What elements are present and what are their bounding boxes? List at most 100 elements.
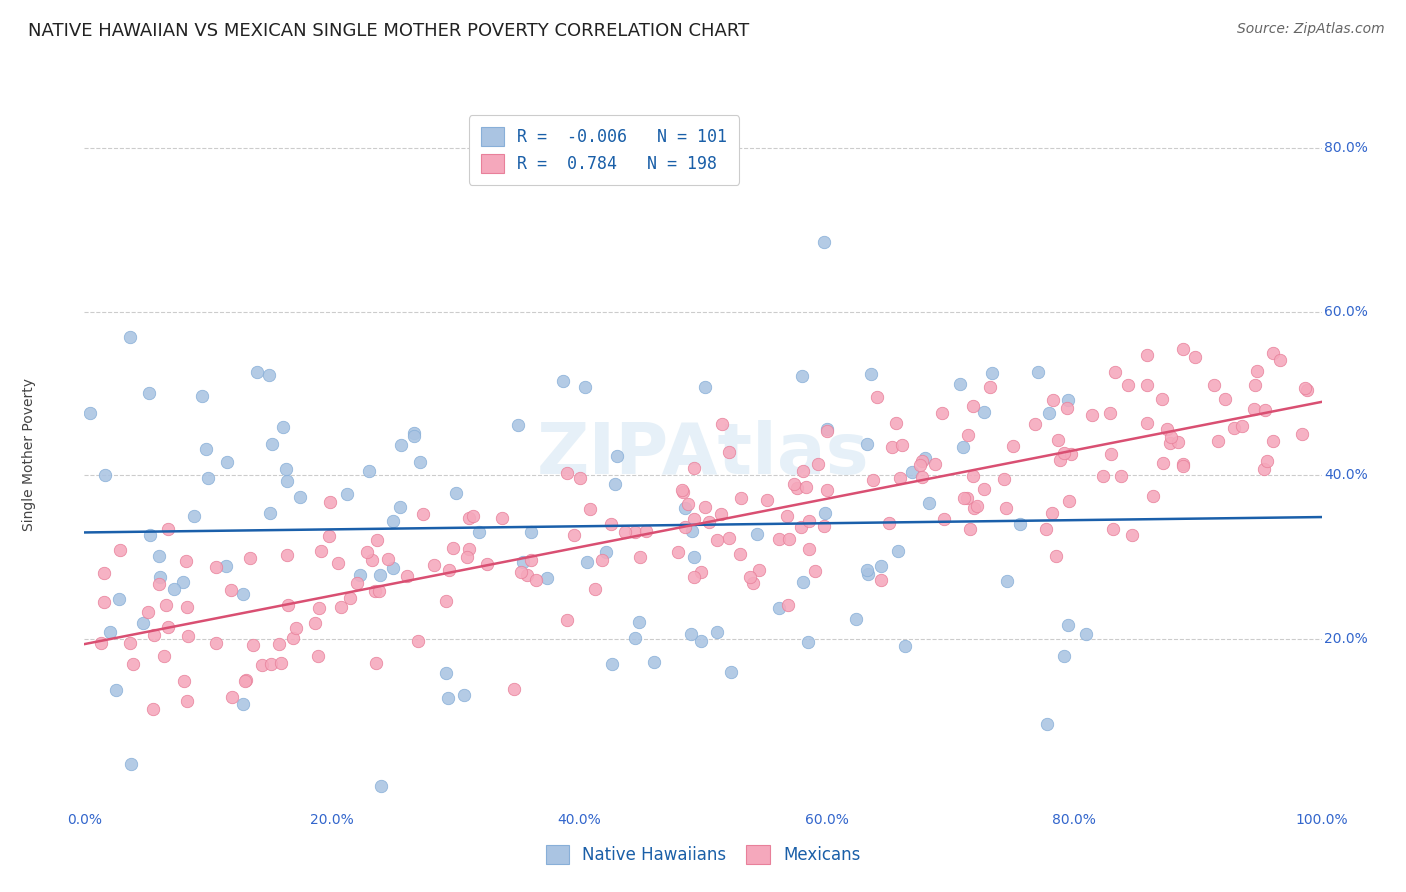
Point — [368, 584, 391, 599]
Point — [235, 673, 257, 687]
Point — [512, 555, 534, 569]
Point — [148, 549, 170, 564]
Point — [748, 563, 770, 577]
Point — [568, 471, 591, 485]
Point — [259, 506, 281, 520]
Point — [1244, 378, 1267, 392]
Point — [1152, 456, 1174, 470]
Point — [318, 529, 340, 543]
Point — [815, 483, 838, 497]
Point — [924, 458, 946, 472]
Text: 40.0%: 40.0% — [1324, 468, 1368, 483]
Point — [1040, 506, 1063, 520]
Point — [918, 496, 941, 510]
Point — [813, 518, 835, 533]
Point — [93, 595, 115, 609]
Point — [437, 563, 460, 577]
Point — [409, 455, 432, 469]
Point — [993, 472, 1015, 486]
Point — [406, 634, 429, 648]
Point — [880, 441, 903, 455]
Point — [914, 451, 936, 466]
Point — [252, 657, 274, 672]
Point — [730, 491, 752, 506]
Point — [807, 457, 830, 471]
Point — [908, 458, 931, 472]
Point — [257, 368, 280, 383]
Point — [152, 648, 174, 663]
Point — [467, 524, 489, 539]
Point — [962, 399, 984, 413]
Point — [520, 525, 543, 540]
Point — [1118, 378, 1140, 392]
Point — [1053, 446, 1076, 460]
Point — [1047, 433, 1070, 447]
Point — [155, 598, 177, 612]
Point — [1291, 427, 1313, 442]
Point — [121, 657, 143, 671]
Point — [232, 587, 254, 601]
Point — [776, 508, 799, 523]
Point — [239, 551, 262, 566]
Point — [339, 591, 361, 605]
Point — [768, 533, 790, 547]
Point — [215, 559, 238, 574]
Point — [1074, 627, 1097, 641]
Point — [1256, 453, 1278, 467]
Point — [1053, 648, 1076, 663]
Point — [557, 613, 579, 627]
Point — [457, 511, 479, 525]
Point — [949, 376, 972, 391]
Point — [1294, 381, 1316, 395]
Point — [110, 542, 132, 557]
Point — [336, 487, 359, 501]
Point — [1121, 527, 1143, 541]
Point — [1171, 342, 1194, 356]
Point — [1206, 434, 1229, 448]
Point — [1057, 494, 1080, 508]
Point — [219, 582, 242, 597]
Point — [346, 576, 368, 591]
Point — [93, 566, 115, 580]
Point — [283, 631, 305, 645]
Point — [382, 514, 405, 528]
Point — [973, 405, 995, 419]
Point — [815, 422, 838, 436]
Point — [382, 561, 405, 575]
Point — [783, 477, 806, 491]
Point — [886, 416, 908, 430]
Point — [475, 557, 498, 571]
Point — [1008, 516, 1031, 531]
Point — [606, 449, 628, 463]
Legend: Native Hawaiians, Mexicans: Native Hawaiians, Mexicans — [536, 835, 870, 874]
Point — [1142, 490, 1164, 504]
Point — [900, 466, 922, 480]
Point — [271, 420, 294, 434]
Point — [634, 524, 657, 539]
Point — [579, 502, 602, 516]
Point — [194, 442, 217, 456]
Point — [242, 638, 264, 652]
Point — [276, 474, 298, 488]
Point — [673, 520, 696, 534]
Point — [356, 545, 378, 559]
Point — [1171, 457, 1194, 471]
Point — [786, 481, 808, 495]
Point — [672, 484, 695, 499]
Point — [191, 389, 214, 403]
Point — [173, 674, 195, 689]
Point — [510, 565, 533, 579]
Point — [889, 471, 911, 485]
Point — [370, 780, 392, 794]
Point — [717, 445, 740, 459]
Point — [142, 701, 165, 715]
Point — [1213, 392, 1236, 406]
Point — [671, 483, 693, 497]
Point — [683, 461, 706, 475]
Point — [142, 628, 165, 642]
Point — [756, 493, 779, 508]
Point — [643, 655, 665, 669]
Point — [1270, 352, 1292, 367]
Point — [368, 567, 391, 582]
Point — [260, 437, 283, 451]
